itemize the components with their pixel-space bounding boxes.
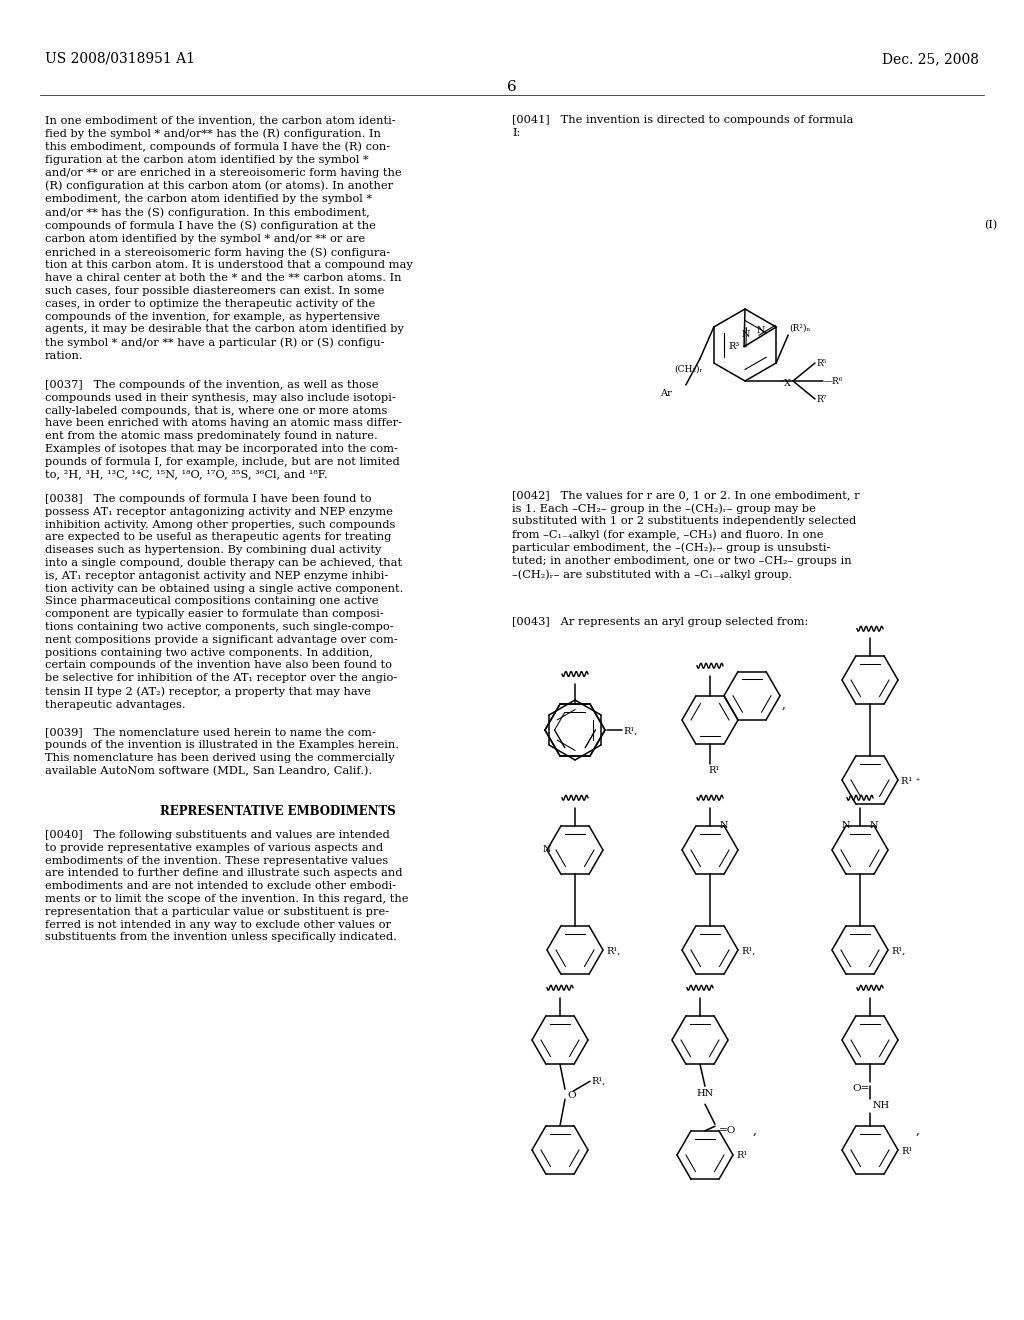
Text: REPRESENTATIVE EMBODIMENTS: REPRESENTATIVE EMBODIMENTS [160,805,395,818]
Text: (R²)ₙ: (R²)ₙ [790,323,810,333]
Text: Ar: Ar [660,389,672,399]
Text: N: N [543,846,551,854]
Text: (CH₂)ᵣ: (CH₂)ᵣ [675,366,703,374]
Text: R¹: R¹ [736,1151,748,1160]
Text: [0039]   The nomenclature used herein to name the com-
pounds of the invention i: [0039] The nomenclature used herein to n… [45,727,399,776]
Text: ,: , [782,698,785,710]
Text: N: N [869,821,879,830]
Text: In one embodiment of the invention, the carbon atom identi-
fied by the symbol *: In one embodiment of the invention, the … [45,115,413,360]
Text: N: N [741,330,750,339]
Text: —R⁶: —R⁶ [824,376,843,385]
Text: [0041]   The invention is directed to compounds of formula
I:: [0041] The invention is directed to comp… [512,115,853,137]
Text: US 2008/0318951 A1: US 2008/0318951 A1 [45,51,195,66]
Text: X: X [784,379,791,388]
Text: R⁷: R⁷ [816,395,826,404]
Text: =O: =O [719,1126,736,1135]
Text: R¹,: R¹, [891,946,905,956]
Text: R¹: R¹ [901,1147,912,1155]
Text: N: N [720,821,728,830]
Text: R¹: R¹ [708,766,719,775]
Text: N: N [757,326,765,335]
Text: R³: R³ [729,342,740,351]
Text: [0043]   Ar represents an aryl group selected from:: [0043] Ar represents an aryl group selec… [512,616,808,627]
Text: O: O [567,1092,575,1101]
Text: N: N [842,821,850,830]
Text: R⁵: R⁵ [816,359,826,367]
Text: R¹,: R¹, [741,946,756,956]
Text: R¹ ⁺: R¹ ⁺ [901,776,921,785]
Text: NH: NH [873,1101,890,1110]
Text: [0042]   The values for r are 0, 1 or 2. In one embodiment, r
is 1. Each –CH₂– g: [0042] The values for r are 0, 1 or 2. I… [512,490,859,579]
Text: O=: O= [852,1084,869,1093]
Text: 6: 6 [507,81,517,94]
Text: R¹,: R¹, [591,1077,605,1086]
Text: [0040]   The following substituents and values are intended
to provide represent: [0040] The following substituents and va… [45,830,409,942]
Text: (I): (I) [984,220,997,230]
Text: ,: , [753,1123,757,1137]
Text: [0038]   The compounds of formula I have been found to
possess AT₁ receptor anta: [0038] The compounds of formula I have b… [45,494,403,710]
Text: R¹,: R¹, [623,726,637,735]
Text: R¹,: R¹, [606,946,621,956]
Text: ,: , [916,1123,920,1137]
Text: HN: HN [696,1089,714,1098]
Text: [0037]   The compounds of the invention, as well as those
compounds used in thei: [0037] The compounds of the invention, a… [45,380,402,479]
Text: Dec. 25, 2008: Dec. 25, 2008 [882,51,979,66]
